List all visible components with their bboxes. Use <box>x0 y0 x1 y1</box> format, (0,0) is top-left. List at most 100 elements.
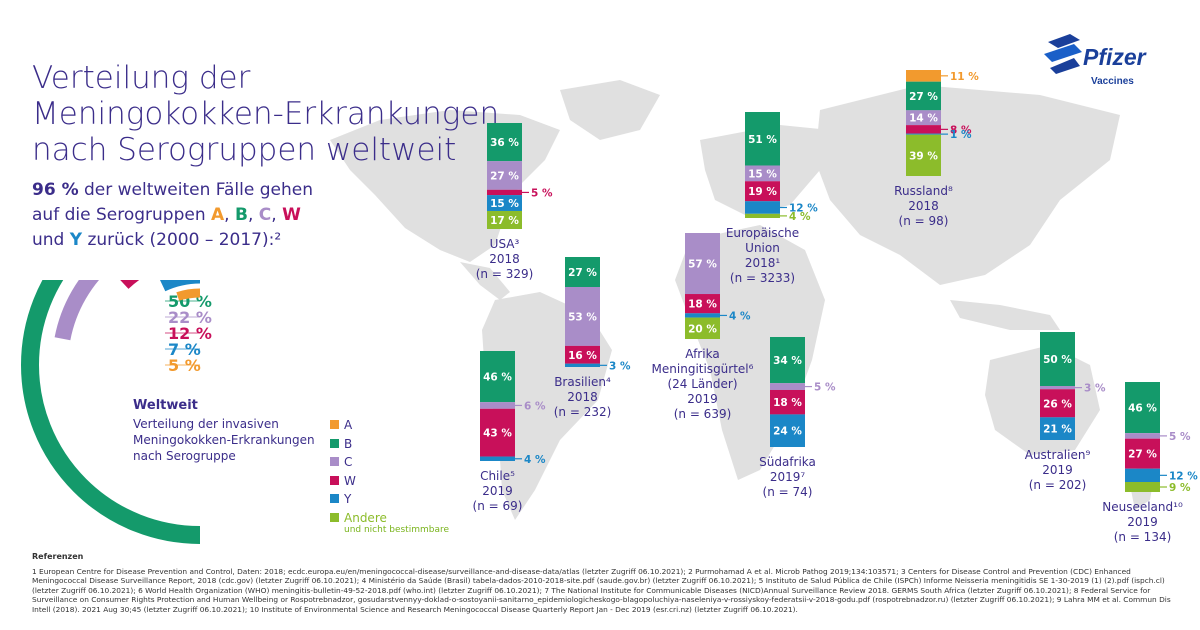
bar-caption-line: Chile⁵ <box>480 469 515 483</box>
bar-label-chile-y: 4 % <box>524 454 546 466</box>
bar-caption-line: Afrika <box>685 347 720 361</box>
pfizer-logo-mark <box>1044 34 1082 74</box>
world-caption-heading: Weltweit <box>133 398 198 413</box>
bar-segment-brasilien-c <box>565 287 600 346</box>
serogroup-a: A <box>211 205 225 225</box>
bar-segment-eu-c <box>745 165 780 182</box>
bar-segment-neuseeland-y <box>1125 468 1160 482</box>
bar-segment-eu-b <box>745 112 780 166</box>
bar-segment-australien-y <box>1040 417 1075 440</box>
world-label-c: 22 % <box>168 308 212 327</box>
bar-label-suedafrika-w: 18 % <box>773 397 802 409</box>
bar-segment-chile-w <box>480 408 515 457</box>
bar-caption-line: (n = 134) <box>1113 530 1172 544</box>
world-label-y: 7 % <box>168 340 201 359</box>
bar-label-usa-y: 15 % <box>490 198 519 210</box>
map-greenland <box>560 80 660 140</box>
bar-caption-line: 2018 <box>567 390 598 404</box>
bar-segment-russland-andere <box>906 134 941 176</box>
bar-label-afrika-w: 18 % <box>688 299 717 311</box>
serogroup-y: Y <box>69 230 83 250</box>
subtitle-percentage: 96 % <box>32 180 79 200</box>
bar-segment-russland-y <box>906 133 941 135</box>
bar-label-russland-a: 11 % <box>950 71 979 83</box>
bar-segment-suedafrika-y <box>770 414 805 447</box>
bar-caption-line: 2018 <box>908 199 939 213</box>
bar-segment-eu-andere <box>745 213 780 218</box>
bar-label-australien-b: 50 % <box>1043 354 1072 366</box>
world-arc-y <box>160 280 201 292</box>
bar-caption-line: Brasilien⁴ <box>554 375 611 389</box>
world-caption: Weltweit Verteilung der invasiven Mening… <box>133 398 333 464</box>
bar-caption-line: (n = 232) <box>553 405 612 419</box>
bar-caption-australien: Australien⁹ 2019 (n = 202) <box>1025 448 1091 493</box>
subtitle-text-1: der weltweiten Fälle gehen auf die Serog… <box>32 180 313 225</box>
bar-segment-eu-y <box>745 201 780 214</box>
bar-segment-afrika-w <box>685 294 720 314</box>
bar-caption-line: (n = 98) <box>898 214 949 228</box>
bar-label-brasilien-c: 53 % <box>568 311 597 323</box>
bar-label-usa-andere: 17 % <box>490 215 519 227</box>
pfizer-logo-word: Pfizer <box>1083 44 1146 70</box>
bar-label-eu-c: 15 % <box>748 168 777 180</box>
pfizer-logo-sub: Vaccines <box>1091 76 1134 87</box>
bar-label-eu-y: 12 % <box>789 203 818 215</box>
bar-caption-line: 2019 <box>1042 463 1073 477</box>
world-arc-c <box>54 280 100 341</box>
serogroup-w: W <box>282 205 301 225</box>
bar-segment-brasilien-y <box>565 363 600 367</box>
bar-caption-line: 2018¹ <box>744 256 781 270</box>
bar-label-russland-c: 14 % <box>909 113 938 125</box>
bar-caption-afrika: Afrika Meningitisgürtel⁶ (24 Länder) 2019 (n… <box>652 347 754 422</box>
bar-label-chile-w: 43 % <box>483 428 512 440</box>
map-central-america <box>460 262 510 300</box>
bar-caption-brasilien: Brasilien⁴ 2018 (n = 232) <box>554 375 612 420</box>
bar-label-neuseeland-y: 12 % <box>1169 470 1198 482</box>
bar-segment-suedafrika-b <box>770 337 805 384</box>
legend-swatch-a <box>330 420 339 429</box>
bar-label-usa-b: 36 % <box>490 137 519 149</box>
bar-label-eu-b: 51 % <box>748 134 777 146</box>
legend-label-c: C <box>344 455 353 469</box>
world-arc-b <box>21 280 201 544</box>
bar-segment-neuseeland-c <box>1125 433 1160 439</box>
bar-caption-line: Europäische <box>725 226 800 240</box>
legend-sublabel: und nicht bestimmbare <box>344 524 449 535</box>
bar-label-neuseeland-andere: 9 % <box>1169 482 1191 494</box>
bar-segment-eu-w <box>745 181 780 202</box>
bar-segment-australien-b <box>1040 332 1075 386</box>
bar-caption-line: (n = 3233) <box>729 271 796 285</box>
map-indonesia <box>950 300 1060 330</box>
subtitle-text-2: zurück (2000 – 2017):² <box>82 230 282 250</box>
bar-caption-line: USA³ <box>489 237 520 251</box>
legend-label-a: A <box>344 418 353 432</box>
references-text: 1 European Centre for Disease Prevention… <box>32 566 1171 614</box>
bar-label-brasilien-b: 27 % <box>568 267 597 279</box>
bar-segment-russland-b <box>906 81 941 111</box>
bar-label-russland-w: 8 % <box>950 124 972 136</box>
bar-caption-line: Neuseeland¹⁰ <box>1102 500 1183 514</box>
subtitle: 96 % der weltweiten Fälle gehen auf die … <box>32 180 313 250</box>
legend-swatch-andere <box>330 512 339 522</box>
legend-label-w: W <box>344 473 356 488</box>
bar-caption-line: (n = 74) <box>762 485 813 499</box>
bar-segment-brasilien-b <box>565 257 600 287</box>
bar-caption-line: 2019 <box>687 392 718 406</box>
bar-label-eu-andere: 4 % <box>789 211 811 223</box>
bar-segment-russland-c <box>906 110 941 126</box>
bar-segment-brasilien-w <box>565 345 600 364</box>
bar-caption-line: 2019⁷ <box>769 470 806 484</box>
bar-label-usa-c: 27 % <box>490 170 519 182</box>
bar-caption-suedafrika: Südafrika 2019⁷ (n = 74) <box>759 455 816 500</box>
bar-label-russland-b: 27 % <box>909 91 938 103</box>
references-heading: Referenzen <box>32 552 84 561</box>
bar-caption-eu: Europäische Union 2018¹ (n = 3233) <box>726 226 799 286</box>
world-distribution-chart: 50 %22 %12 %7 %5 % <box>21 280 212 544</box>
references: Referenzen 1 European Centre for Disease… <box>32 552 1172 614</box>
world-arc-a <box>176 288 201 301</box>
bar-caption-line: 2019 <box>1127 515 1158 529</box>
bar-label-usa-w: 5 % <box>531 187 553 199</box>
legend-label-y: Y <box>344 492 352 506</box>
